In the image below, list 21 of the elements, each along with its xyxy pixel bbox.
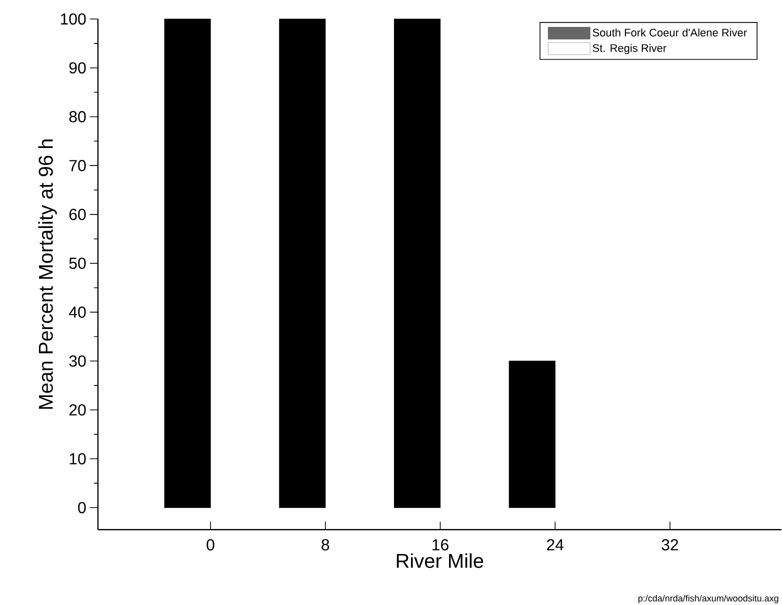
y-tick-label: 100 [60,13,86,25]
x-tick-label: 32 [662,539,678,550]
x-tick-label: 0 [206,539,214,550]
y-axis-title: Mean Percent Mortality at 96 h [38,140,57,409]
y-tick-label: 40 [68,306,86,318]
y-tick-label: 80 [69,111,86,122]
x-tick-label: 8 [322,539,330,550]
x-tick-label: 24 [547,539,564,550]
y-tick-label: 70 [69,160,86,172]
y-tick-label: 90 [69,62,86,74]
legend-label: St. Regis River [592,44,666,54]
y-tick-label: 10 [70,453,86,464]
y-tick-label: 0 [78,502,86,514]
x-tick-label: 16 [432,539,448,550]
y-tick-label: 50 [69,258,86,269]
legend-label: South Fork Coeur d'Alene River [592,28,747,37]
y-tick-label: 60 [69,208,86,220]
x-axis-title: River Mile [396,553,484,568]
text: p:/cda/nrda/fish/axum/woodsitu.axg [638,594,778,604]
y-tick-label: 20 [69,404,86,416]
y-tick-label: 30 [69,355,86,367]
